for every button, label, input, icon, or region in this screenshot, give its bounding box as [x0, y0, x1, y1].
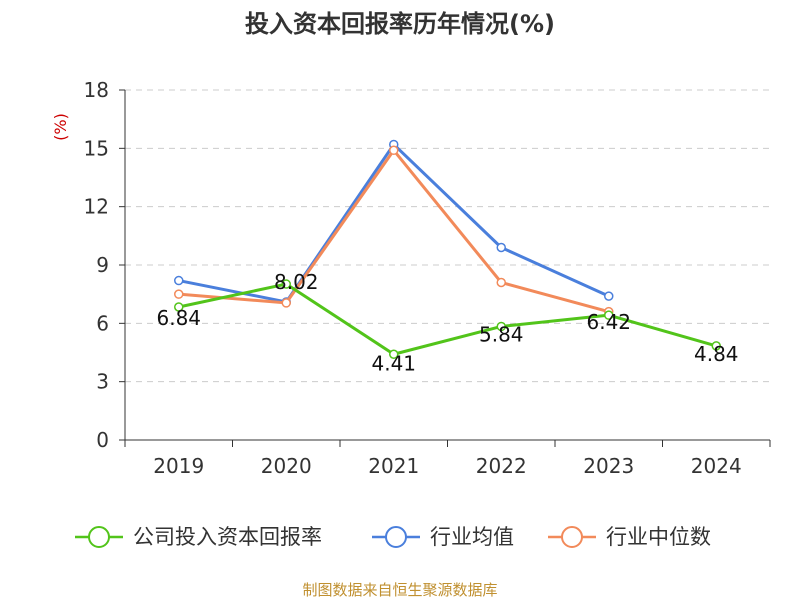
data-label: 4.41: [371, 351, 416, 375]
data-label: 8.02: [274, 270, 319, 294]
grid-lines: [125, 89, 770, 383]
data-point: [711, 341, 721, 351]
legend-label: 公司投入资本回报率: [133, 525, 322, 549]
y-tick-label: 6: [96, 311, 109, 335]
axes: 0 3 6 9 12 15 18 2019 2020 2021 2022 2023 2024: [84, 78, 771, 478]
chart-title: 投入资本回报率历年情况(%): [245, 10, 555, 38]
x-tick-label: 2019: [153, 454, 204, 478]
data-label: 5.84: [479, 322, 524, 346]
legend: 公司投入资本回报率 行业均值 行业中位数: [75, 525, 711, 549]
y-tick-label: 15: [84, 136, 109, 160]
data-point: [281, 279, 291, 289]
data-point: [389, 145, 399, 156]
series-line: [178, 142, 610, 304]
legend-marker: [561, 526, 583, 548]
data-label: 6.42: [586, 310, 631, 334]
series-line: [178, 282, 717, 356]
legend-label: 行业中位数: [606, 525, 711, 549]
y-tick-label: 12: [84, 195, 109, 219]
y-axis-unit-label: (%): [51, 113, 70, 141]
x-tick-label: 2020: [261, 454, 312, 478]
legend-label: 行业均值: [430, 525, 514, 549]
legend-marker: [88, 526, 110, 548]
y-tick-label: 18: [84, 78, 109, 102]
x-tick-label: 2022: [476, 454, 527, 478]
x-tick-label: 2023: [583, 454, 634, 478]
data-point: [496, 277, 506, 288]
data-point: [604, 291, 614, 301]
data-labels: 6.84 8.02 4.41 5.84 6.42 4.84: [156, 270, 738, 375]
data-point: [281, 298, 291, 308]
data-point: [496, 242, 506, 253]
data-point: [604, 310, 614, 320]
data-point: [174, 302, 184, 312]
legend-marker: [385, 526, 407, 548]
y-tick-label: 0: [96, 428, 109, 452]
y-tick-label: 9: [96, 253, 109, 277]
y-tick-label: 3: [96, 370, 109, 394]
series-line: [178, 148, 610, 314]
data-label: 4.84: [694, 342, 739, 366]
series-lines: [174, 139, 721, 359]
x-tick-label: 2021: [368, 454, 419, 478]
x-tick-label: 2024: [691, 454, 742, 478]
data-point: [174, 289, 184, 299]
data-point: [389, 349, 399, 359]
data-point: [496, 321, 506, 332]
data-point: [174, 275, 184, 286]
data-label: 6.84: [156, 306, 201, 330]
source-note: 制图数据来自恒生聚源数据库: [302, 581, 497, 599]
